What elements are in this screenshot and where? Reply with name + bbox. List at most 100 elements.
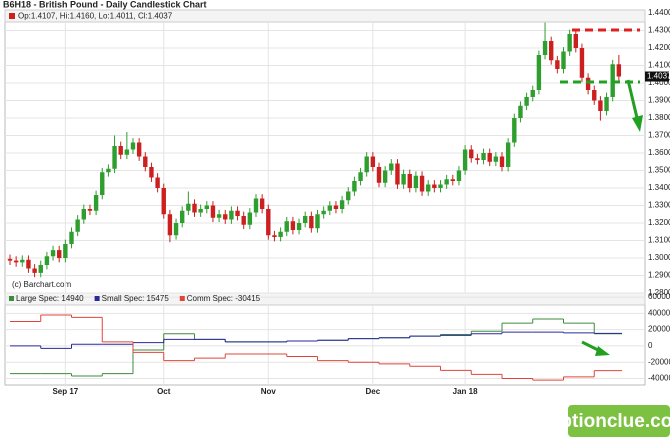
chart-title: B6H18 - British Pound - Daily Candlestic… bbox=[3, 0, 207, 9]
candle-body bbox=[493, 156, 499, 162]
y-tick-label: 1.3200 bbox=[648, 218, 670, 227]
y-tick-label: 60000 bbox=[648, 292, 670, 301]
candle-body bbox=[229, 210, 234, 220]
candle-body bbox=[124, 149, 130, 155]
candle-body bbox=[616, 64, 622, 77]
candle-body bbox=[327, 205, 332, 211]
candle-body bbox=[530, 90, 535, 97]
candle-body bbox=[598, 100, 603, 111]
candle-body bbox=[106, 168, 111, 173]
candle-body bbox=[63, 244, 68, 258]
candle-body bbox=[487, 153, 492, 162]
y-tick-label: 1.3400 bbox=[648, 183, 670, 192]
legend-label: Small Spec: 15475 bbox=[102, 294, 170, 303]
y-tick-label: 1.4400 bbox=[648, 8, 670, 17]
candle-body bbox=[419, 175, 425, 192]
y-tick-label: 1.2900 bbox=[648, 271, 670, 280]
y-tick-label: -40000 bbox=[648, 374, 670, 383]
candle-body bbox=[235, 210, 240, 216]
y-tick-label: 1.3000 bbox=[648, 253, 670, 262]
x-tick-label: Dec bbox=[366, 387, 381, 396]
candle-body bbox=[364, 156, 369, 173]
legend-swatch bbox=[9, 296, 14, 301]
candle-body bbox=[38, 265, 43, 273]
candle-body bbox=[136, 142, 142, 157]
y-tick-label: 40000 bbox=[648, 308, 670, 317]
candle-body bbox=[13, 260, 19, 263]
candle-body bbox=[573, 34, 578, 48]
candle-body bbox=[149, 167, 154, 178]
candle-body bbox=[585, 77, 591, 90]
y-tick-label: 1.4000 bbox=[648, 78, 670, 87]
y-tick-label: 1.3800 bbox=[648, 113, 670, 122]
candle-body bbox=[20, 259, 25, 263]
candle-body bbox=[167, 214, 173, 236]
candle-body bbox=[155, 177, 160, 188]
legend-label: Large Spec: 14940 bbox=[16, 294, 84, 303]
candle-body bbox=[284, 221, 289, 232]
candle-body bbox=[173, 223, 179, 236]
candle-body bbox=[389, 163, 394, 171]
candle-body bbox=[50, 250, 56, 257]
watermark-box bbox=[568, 405, 670, 437]
candle-body bbox=[210, 205, 216, 218]
candle-body bbox=[462, 149, 468, 171]
candle-body bbox=[376, 167, 382, 183]
candle-body bbox=[333, 205, 339, 209]
candle-body bbox=[542, 41, 548, 55]
legend-label: Comm Spec: -30415 bbox=[187, 294, 261, 303]
candle-body bbox=[549, 41, 554, 61]
price-tag-box bbox=[645, 71, 669, 82]
candle-body bbox=[456, 170, 462, 181]
candle-body bbox=[309, 216, 314, 229]
y-tick-label: 1.4100 bbox=[648, 61, 670, 70]
candle-body bbox=[555, 60, 560, 69]
candle-body bbox=[432, 184, 437, 188]
candle-body bbox=[481, 153, 486, 160]
candle-body bbox=[81, 209, 86, 220]
candle-body bbox=[352, 181, 357, 192]
y-tick-label: 1.4300 bbox=[648, 26, 670, 35]
y-tick-label: -20000 bbox=[648, 357, 670, 366]
candle-body bbox=[426, 184, 431, 192]
legend-swatch bbox=[94, 296, 100, 301]
y-tick-label: 1.3500 bbox=[648, 166, 670, 175]
candle-body bbox=[505, 142, 511, 167]
candle-body bbox=[192, 203, 197, 213]
y-tick-label: 1.3600 bbox=[648, 148, 670, 157]
candle-body bbox=[241, 216, 246, 225]
candle-body bbox=[536, 55, 542, 90]
candle-body bbox=[290, 221, 296, 230]
candle-body bbox=[395, 163, 400, 185]
candle-body bbox=[253, 198, 259, 213]
price-tag: 1.4037 bbox=[647, 72, 670, 81]
candle-body bbox=[315, 214, 320, 229]
candle-body bbox=[26, 259, 31, 269]
candle-body bbox=[100, 172, 105, 195]
candle-body bbox=[346, 191, 351, 201]
candle-body bbox=[204, 205, 209, 209]
y-tick-label: 20000 bbox=[648, 325, 670, 334]
x-tick-label: Oct bbox=[157, 387, 171, 396]
candle-body bbox=[604, 97, 609, 111]
x-tick-label: Jan 18 bbox=[453, 387, 478, 396]
ohlc-swatch bbox=[9, 13, 15, 19]
candle-body bbox=[180, 210, 185, 223]
arrow-head bbox=[632, 115, 643, 132]
candle-body bbox=[303, 216, 308, 223]
candle-body bbox=[57, 250, 62, 258]
candle-body bbox=[518, 105, 523, 118]
candle-body bbox=[93, 195, 99, 211]
candle-body bbox=[247, 212, 253, 225]
candle-body bbox=[358, 172, 363, 181]
candle-body bbox=[161, 188, 166, 215]
candle-body bbox=[469, 149, 474, 159]
candle-body bbox=[75, 219, 80, 232]
candle-body bbox=[296, 223, 302, 230]
candle-body bbox=[370, 156, 376, 167]
candle-body bbox=[413, 175, 419, 188]
candle-body bbox=[7, 258, 13, 261]
ohlc-label: Op:1.4107, Hi:1.4160, Lo:1.4011, Cl:1.40… bbox=[18, 12, 173, 21]
candle-body bbox=[321, 210, 326, 215]
